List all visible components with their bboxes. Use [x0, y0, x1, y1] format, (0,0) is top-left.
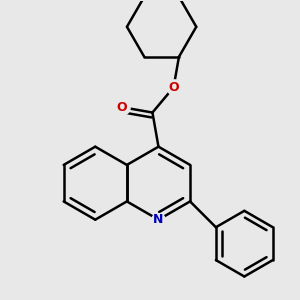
Text: N: N [153, 213, 164, 226]
Text: O: O [168, 81, 179, 94]
Text: O: O [117, 100, 127, 114]
